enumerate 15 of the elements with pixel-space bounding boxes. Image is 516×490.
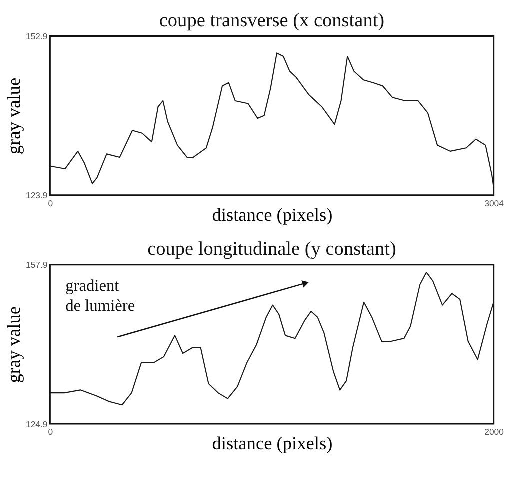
x-tick-label: 3004 [484,198,504,208]
y-axis-title: gray value [4,306,24,384]
x-tick-label: 0 [48,427,54,438]
x-axis-title: distance (pixels) [212,204,333,225]
annotation: gradient de lumière [66,276,136,316]
y-tick-label: 123.9 [26,190,48,201]
chart-title: coupe transverse (x constant) [159,10,385,32]
y-tick-label: 157.9 [26,260,48,270]
y-tick-label: 152.9 [26,32,48,42]
chart-title: coupe longitudinale (y constant) [148,239,396,260]
x-tick-label: 2000 [484,427,504,438]
y-axis-title: gray value [4,78,24,155]
y-tick-label: 124.9 [26,419,48,430]
x-tick-label: 0 [48,198,54,208]
x-axis-title: distance (pixels) [212,433,333,454]
